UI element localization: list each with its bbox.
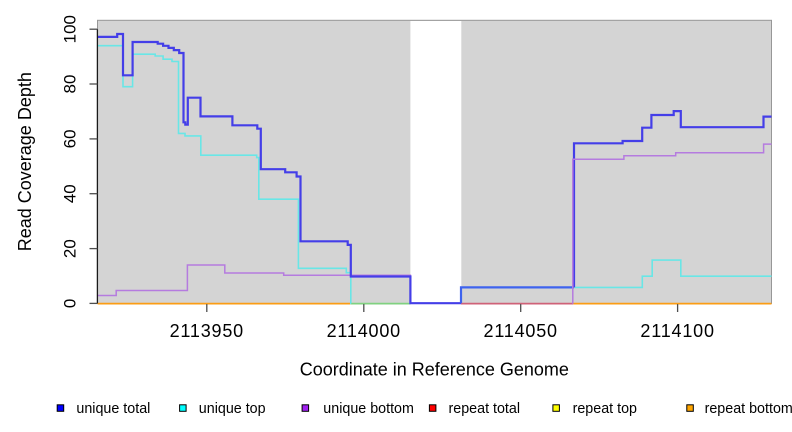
svg-text:unique bottom: unique bottom <box>323 401 414 417</box>
svg-text:repeat bottom: repeat bottom <box>705 401 792 417</box>
svg-text:Read Coverage Depth: Read Coverage Depth <box>15 72 35 251</box>
svg-text:2113950: 2113950 <box>170 321 244 341</box>
svg-text:0: 0 <box>61 299 80 308</box>
svg-text:repeat total: repeat total <box>449 401 521 417</box>
svg-text:20: 20 <box>61 239 80 258</box>
svg-text:2114100: 2114100 <box>640 321 714 341</box>
svg-text:2114000: 2114000 <box>327 321 401 341</box>
svg-text:repeat top: repeat top <box>573 401 637 417</box>
svg-text:40: 40 <box>61 184 80 203</box>
svg-text:2114050: 2114050 <box>484 321 558 341</box>
svg-text:unique top: unique top <box>199 401 266 417</box>
svg-text:Coordinate in Reference Genome: Coordinate in Reference Genome <box>300 360 569 380</box>
svg-text:80: 80 <box>61 75 80 94</box>
svg-text:unique total: unique total <box>76 401 150 417</box>
svg-text:100: 100 <box>61 15 80 43</box>
svg-text:60: 60 <box>61 129 80 148</box>
